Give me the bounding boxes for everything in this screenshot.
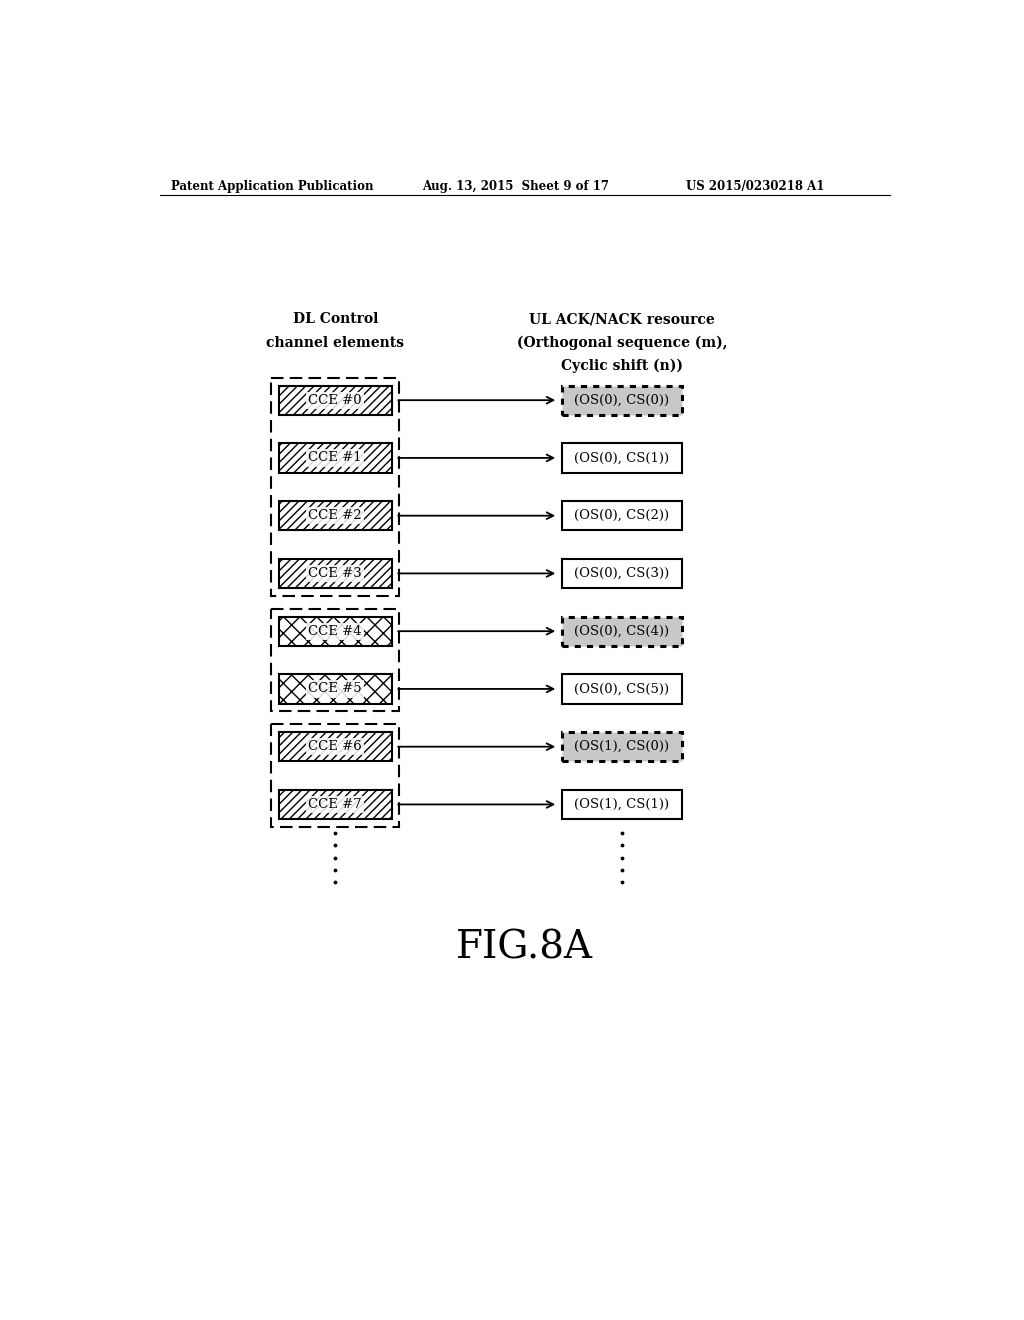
Text: CCE #0: CCE #0: [308, 393, 362, 407]
Text: (OS(1), CS(1)): (OS(1), CS(1)): [574, 797, 670, 810]
Text: Patent Application Publication: Patent Application Publication: [171, 180, 373, 193]
Text: Cyclic shift (n)): Cyclic shift (n)): [561, 359, 683, 374]
FancyBboxPatch shape: [280, 385, 391, 414]
Text: CCE #4: CCE #4: [308, 624, 362, 638]
FancyBboxPatch shape: [280, 675, 391, 704]
FancyBboxPatch shape: [562, 733, 682, 762]
Text: (OS(0), CS(2)): (OS(0), CS(2)): [574, 510, 670, 523]
Text: CCE #3: CCE #3: [308, 566, 362, 579]
FancyBboxPatch shape: [280, 558, 391, 589]
Text: CCE #1: CCE #1: [308, 451, 362, 465]
Text: CCE #5: CCE #5: [308, 682, 362, 696]
Text: (OS(0), CS(1)): (OS(0), CS(1)): [574, 451, 670, 465]
Text: CCE #7: CCE #7: [308, 797, 362, 810]
FancyBboxPatch shape: [562, 616, 682, 645]
FancyBboxPatch shape: [280, 502, 391, 531]
FancyBboxPatch shape: [562, 789, 682, 818]
FancyBboxPatch shape: [562, 502, 682, 531]
Text: CCE #6: CCE #6: [308, 741, 362, 754]
Text: Aug. 13, 2015  Sheet 9 of 17: Aug. 13, 2015 Sheet 9 of 17: [423, 180, 609, 193]
Text: FIG.8A: FIG.8A: [457, 929, 593, 966]
Text: (OS(0), CS(4)): (OS(0), CS(4)): [574, 624, 670, 638]
Text: (OS(1), CS(0)): (OS(1), CS(0)): [574, 741, 670, 754]
Text: UL ACK/NACK resource: UL ACK/NACK resource: [529, 313, 715, 326]
Text: (OS(0), CS(3)): (OS(0), CS(3)): [574, 566, 670, 579]
Text: (OS(0), CS(0)): (OS(0), CS(0)): [574, 393, 670, 407]
Text: CCE #2: CCE #2: [308, 510, 362, 523]
Text: (Orthogonal sequence (m),: (Orthogonal sequence (m),: [517, 335, 727, 350]
FancyBboxPatch shape: [562, 675, 682, 704]
Text: (OS(0), CS(5)): (OS(0), CS(5)): [574, 682, 670, 696]
FancyBboxPatch shape: [562, 444, 682, 473]
FancyBboxPatch shape: [280, 789, 391, 818]
FancyBboxPatch shape: [280, 444, 391, 473]
Text: channel elements: channel elements: [266, 335, 404, 350]
Text: DL Control: DL Control: [293, 313, 378, 326]
FancyBboxPatch shape: [280, 733, 391, 762]
Text: US 2015/0230218 A1: US 2015/0230218 A1: [686, 180, 824, 193]
FancyBboxPatch shape: [562, 385, 682, 414]
FancyBboxPatch shape: [562, 558, 682, 589]
FancyBboxPatch shape: [280, 616, 391, 645]
